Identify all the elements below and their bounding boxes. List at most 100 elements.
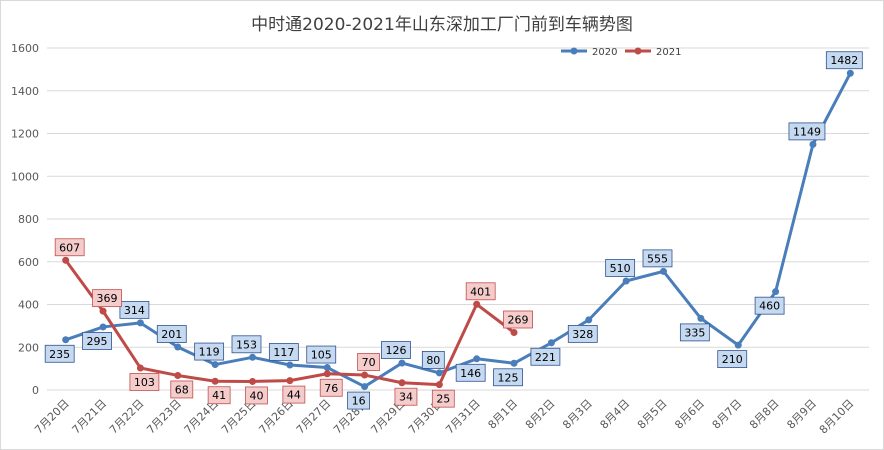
data-label-2021: 44 [282,385,306,404]
svg-text:117: 117 [273,346,294,359]
data-point-2020 [435,369,443,377]
x-tick-label: 7月22日 [107,397,147,437]
svg-text:460: 460 [759,300,780,313]
y-tick-label: 1000 [11,170,39,183]
data-point-2021 [361,371,369,379]
data-label-2020: 328 [567,324,598,343]
data-label-2021: 25 [431,389,455,408]
data-point-2020 [585,316,593,324]
data-label-2020: 1149 [788,122,826,141]
y-tick-label: 800 [18,213,39,226]
legend-label-2021: 2021 [656,47,681,58]
data-point-2020 [211,361,219,369]
data-point-2020 [136,319,144,327]
svg-text:328: 328 [572,328,593,341]
data-label-2020: 221 [530,347,561,366]
svg-text:68: 68 [175,383,189,396]
svg-text:80: 80 [426,354,440,367]
x-tick-label: 8月6日 [672,397,707,432]
svg-text:125: 125 [498,371,519,384]
y-tick-label: 1400 [11,85,39,98]
data-point-2021 [323,370,331,378]
data-point-2021 [435,381,443,389]
data-label-2021: 70 [357,353,380,371]
svg-text:269: 269 [508,314,529,327]
svg-text:103: 103 [134,376,155,389]
data-label-2020: 125 [493,368,523,387]
svg-text:1149: 1149 [793,125,821,138]
x-tick-label: 8月1日 [486,397,521,432]
y-tick-label: 1600 [11,42,39,55]
y-tick-label: 0 [32,384,39,397]
legend-marker-2021 [634,47,642,55]
data-point-2020 [62,336,70,344]
x-tick-label: 8月9日 [784,397,819,432]
svg-text:34: 34 [399,391,413,404]
svg-text:76: 76 [324,382,338,395]
data-label-2020: 119 [194,342,225,361]
data-point-2020 [772,288,780,296]
series-points [62,69,854,391]
data-label-2020: 295 [82,332,112,350]
x-tick-label: 8月4日 [598,397,633,432]
data-point-2020 [547,339,555,347]
data-point-2020 [734,341,742,349]
data-point-2021 [99,307,107,315]
y-tick-label: 600 [18,256,39,269]
svg-text:555: 555 [647,252,668,265]
x-tick-label: 8月7日 [710,397,745,432]
x-tick-label: 8月5日 [635,397,670,432]
x-tick-label: 8月2日 [523,397,558,432]
svg-text:119: 119 [199,346,220,359]
chart-title: 中时通2020-2021年山东深加工厂门前到车辆势图 [251,15,633,35]
data-label-2020: 460 [754,296,785,315]
svg-text:314: 314 [124,304,145,317]
legend-label-2020: 2020 [592,47,617,58]
data-label-2021: 41 [207,386,231,405]
svg-text:221: 221 [535,351,556,364]
data-label-2020: 146 [455,363,486,382]
svg-text:401: 401 [470,285,491,298]
data-point-2020 [398,359,406,367]
svg-text:153: 153 [236,338,257,351]
x-tick-label: 8月10日 [817,397,857,437]
data-label-2021: 40 [245,386,268,405]
x-tick-label: 8月8日 [747,397,782,432]
data-label-2021: 401 [465,282,496,301]
data-label-2020: 335 [679,323,710,342]
svg-text:25: 25 [436,393,450,406]
data-point-2020 [846,69,854,77]
svg-text:335: 335 [684,326,705,339]
data-label-2020: 153 [231,335,262,354]
data-label-2020: 117 [268,343,299,361]
data-label-2020: 510 [605,259,636,277]
svg-text:70: 70 [362,356,376,369]
data-point-2021 [211,377,219,385]
data-point-2021 [62,256,70,264]
data-label-2020: 1482 [825,51,863,70]
data-point-2020 [809,140,817,148]
data-point-2021 [286,377,294,385]
y-tick-label: 200 [18,341,39,354]
data-point-2020 [286,361,294,369]
svg-text:201: 201 [161,328,182,341]
data-label-2021: 34 [394,387,418,406]
svg-text:210: 210 [722,353,743,366]
legend-marker-2020 [570,47,578,55]
data-label-2021: 369 [92,289,122,308]
x-tick-label: 7月23日 [144,397,184,437]
y-axis: 0 200 400 600 800 1000 1200 1400 1600 [11,42,39,397]
svg-text:40: 40 [250,389,264,402]
data-point-2021 [398,379,406,387]
data-label-2021: 68 [170,380,194,399]
data-label-2020: 126 [381,341,411,359]
svg-text:105: 105 [311,349,332,362]
data-point-2021 [510,329,518,337]
data-label-2020: 210 [717,350,748,369]
data-point-2020 [361,383,369,391]
data-point-2021 [136,364,144,372]
data-point-2020 [99,323,107,331]
data-point-2020 [510,359,518,367]
data-point-2021 [174,371,182,379]
data-point-2020 [174,343,182,351]
